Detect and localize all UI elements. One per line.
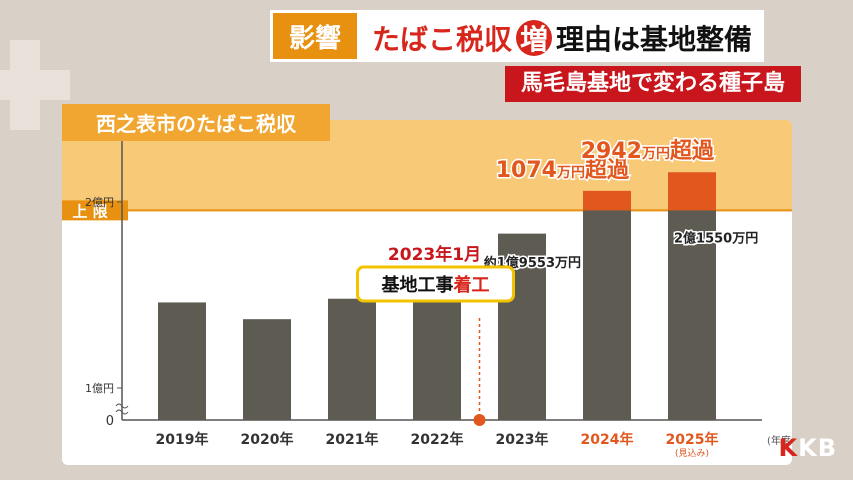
y-tick-label: 0 <box>106 414 114 429</box>
annotation-text: 基地工事着工 <box>381 274 490 296</box>
x-tick-note: (見込み) <box>675 448 709 459</box>
bar <box>583 210 631 420</box>
x-tick-label: 2025年 <box>666 431 719 448</box>
decor-cross <box>0 70 70 100</box>
bar <box>328 299 376 420</box>
broadcaster-logo: KKB <box>779 434 838 462</box>
subheadline: 馬毛島基地で変わる種子島 <box>505 66 801 102</box>
bar-excess <box>583 191 631 211</box>
bar <box>243 319 291 420</box>
annotation-marker <box>474 414 486 426</box>
bar-excess <box>668 172 716 210</box>
headline-banner: 影響 たばこ税収 増 理由は基地整備 <box>270 10 764 62</box>
headline-part1: たばこ税収 <box>372 18 512 58</box>
y-tick-label: 2億円 <box>85 196 114 209</box>
bar-value-label: 2億1550万円 <box>674 230 758 246</box>
x-tick-label: 2021年 <box>326 431 379 448</box>
excess-unit: 万円 <box>641 146 670 162</box>
excess-number: 2942 <box>581 139 642 164</box>
excess-number: 1074 <box>496 158 557 183</box>
x-tick-label: 2019年 <box>156 431 209 448</box>
chart-card: 上 限 0 1億円 2億円 2019年 2020年 2021年 2022年 2023年 2024年… <box>62 120 792 465</box>
excess-unit: 万円 <box>556 165 585 181</box>
headline: たばこ税収 増 理由は基地整備 <box>360 10 764 62</box>
headline-part2: 理由は基地整備 <box>556 18 752 58</box>
headline-tag: 影響 <box>270 10 360 62</box>
x-tick-label: 2023年 <box>496 431 549 448</box>
excess-suffix: 超過 <box>670 138 715 164</box>
y-tick-label: 1億円 <box>85 382 114 395</box>
chart-title: 西之表市のたばこ税収 <box>62 104 330 141</box>
bar <box>158 302 206 420</box>
x-tick-label: 2022年 <box>411 431 464 448</box>
x-tick-label: 2020年 <box>241 431 294 448</box>
annotation-text1: 基地工事 <box>381 274 454 296</box>
headline-circle: 増 <box>516 20 552 56</box>
logo-k: K <box>779 434 799 462</box>
annotation-text2: 着工 <box>453 274 490 296</box>
x-tick-label: 2024年 <box>581 431 634 448</box>
annotation-date: 2023年1月 <box>388 244 481 265</box>
logo-rest: KB <box>798 434 837 462</box>
bar <box>413 289 461 420</box>
